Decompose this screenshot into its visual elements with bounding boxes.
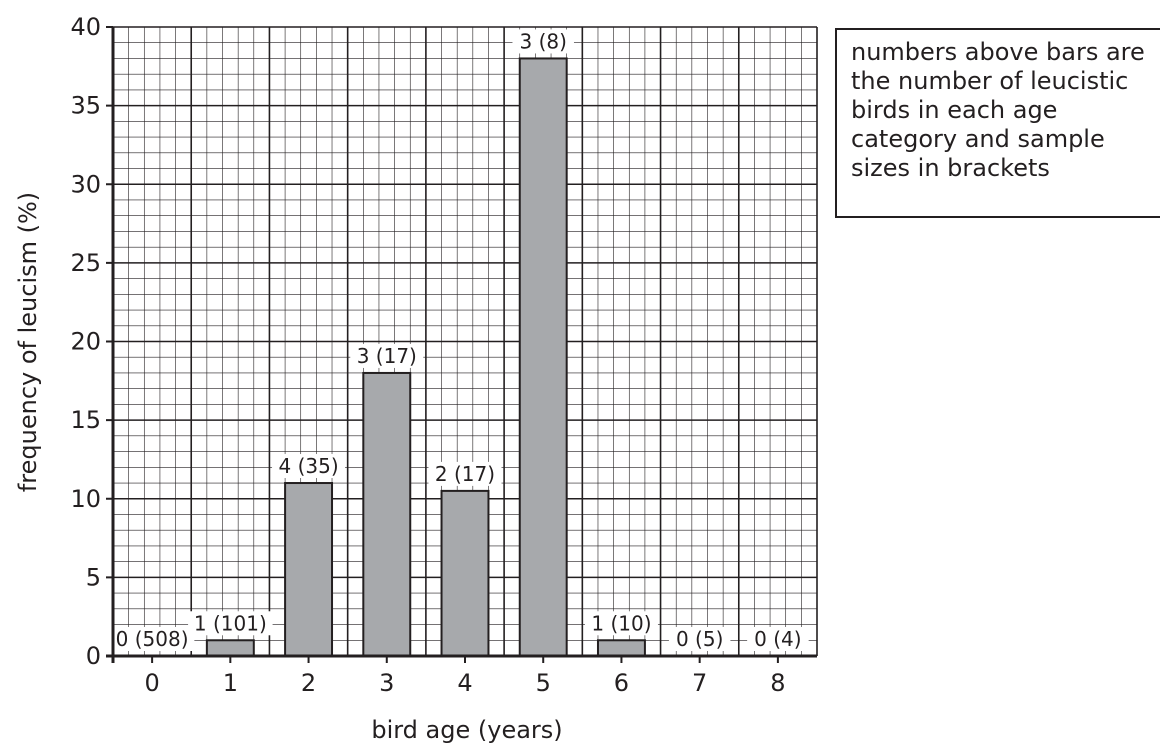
bar-label: 1 (10)	[591, 611, 651, 635]
y-tick-label: 15	[70, 406, 101, 434]
bar-age-6	[596, 639, 646, 658]
bar-label-bg	[668, 627, 731, 651]
bar-label-bg	[188, 611, 273, 636]
x-tick-label: 8	[770, 669, 785, 697]
bar-label: 2 (17)	[435, 462, 495, 486]
bar-label-bg	[272, 454, 346, 479]
bar-label-bg	[512, 29, 574, 54]
bar-label-bg	[584, 611, 658, 636]
x-tick-label: 5	[536, 669, 551, 697]
x-axis-title: bird age (years)	[371, 716, 562, 744]
bar-age-5	[518, 57, 568, 657]
bar-label: 3 (8)	[520, 29, 567, 53]
legend-note: numbers above bars are the number of leu…	[835, 28, 1160, 218]
x-tick-label: 7	[692, 669, 707, 697]
x-tick-label: 1	[223, 669, 238, 697]
bars	[205, 57, 646, 658]
y-tick-label: 5	[86, 563, 101, 591]
bar-label-bg	[747, 627, 809, 651]
bar-age-1	[205, 639, 255, 658]
bar-age-4	[440, 489, 490, 658]
y-tick-label: 30	[70, 170, 101, 198]
x-tick-label: 3	[379, 669, 394, 697]
y-tick-label: 25	[70, 249, 101, 277]
bar-label: 3 (17)	[357, 344, 417, 368]
plot-grid	[112, 26, 818, 657]
bar-label: 4 (35)	[278, 454, 338, 478]
y-tick-label: 10	[70, 485, 101, 513]
bar-label: 0 (4)	[754, 627, 801, 651]
x-tick-label: 0	[144, 669, 159, 697]
bar-age-2	[284, 482, 334, 657]
bar-label-bg	[109, 627, 195, 651]
bar-label: 0 (508)	[116, 627, 189, 651]
bar-label: 0 (5)	[676, 627, 723, 651]
x-tick-label: 6	[614, 669, 629, 697]
y-tick-label: 20	[70, 328, 101, 356]
bar-label-bg	[350, 343, 424, 368]
bar-label: 1 (101)	[194, 611, 267, 635]
bar-age-3	[362, 371, 412, 657]
y-tick-label: 40	[70, 13, 101, 41]
y-tick-label: 35	[70, 92, 101, 120]
x-tick-label: 2	[301, 669, 316, 697]
axes: 0 1 2 3 4 5 6 7 8 0 5 10 15 20 25 30 35 40	[70, 13, 817, 697]
y-axis-title: frequency of leucism (%)	[14, 192, 42, 492]
y-tick-label: 0	[86, 642, 101, 670]
bar-labels: 0 (508)1 (101) 4 (35) 3 (17) 2 (17) 3 (8) 1 (…	[109, 29, 809, 651]
bar-label-bg	[428, 461, 502, 486]
x-tick-label: 4	[457, 669, 472, 697]
